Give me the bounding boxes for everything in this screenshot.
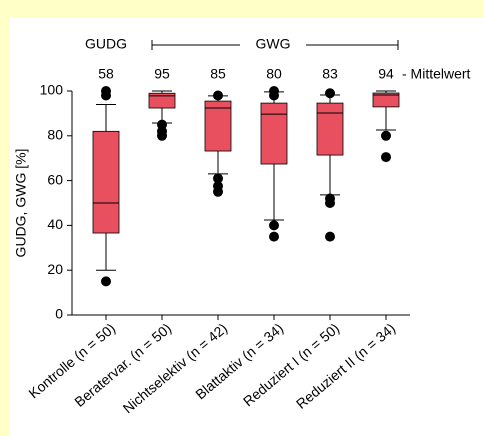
outlier: [325, 88, 335, 99]
mean-value: 80: [266, 66, 282, 82]
y-tick-label: 0: [55, 306, 63, 322]
outlier: [157, 119, 167, 130]
outlier: [213, 173, 223, 184]
outlier: [325, 198, 335, 208]
group-label: GWG: [256, 36, 291, 52]
box: [316, 102, 344, 156]
mean-legend: - Mittelwert: [402, 66, 471, 82]
outlier: [381, 152, 391, 163]
mean-value: 58: [98, 66, 114, 82]
mean-value: 95: [154, 66, 170, 82]
outlier: [269, 86, 279, 96]
y-axis-label: GUDG, GWG [%]: [13, 149, 29, 258]
outlier: [101, 276, 111, 287]
box: [260, 102, 288, 165]
chart-background: [10, 18, 484, 436]
outlier: [213, 186, 223, 197]
box: [92, 130, 120, 234]
mean-value: 94: [378, 66, 394, 82]
y-tick-label: 100: [40, 82, 64, 98]
box: [372, 92, 400, 108]
y-tick-label: 40: [47, 216, 63, 232]
y-tick-label: 80: [47, 127, 63, 143]
mean-value: 85: [210, 66, 226, 82]
outlier: [325, 231, 335, 242]
box: [204, 100, 232, 152]
y-tick-label: 20: [47, 261, 63, 277]
outlier: [101, 86, 111, 96]
mean-value: 83: [322, 66, 338, 82]
outlier: [381, 130, 391, 141]
outlier: [269, 220, 279, 231]
y-tick-label: 60: [47, 171, 63, 187]
group-label: GUDG: [85, 36, 127, 52]
outlier: [213, 90, 223, 101]
box: [148, 92, 176, 109]
outlier: [269, 231, 279, 242]
